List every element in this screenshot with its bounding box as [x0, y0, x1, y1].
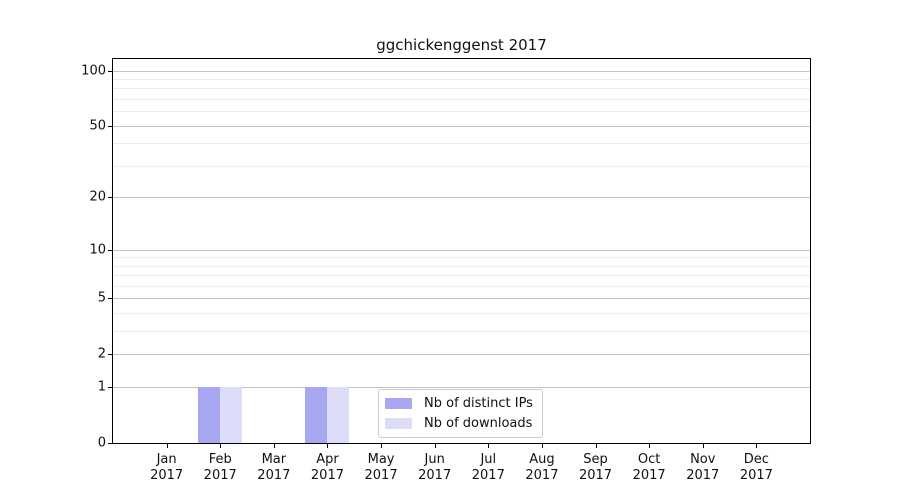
ytick-label-100: 100 — [81, 63, 106, 79]
xtick-year: 2017 — [150, 468, 184, 483]
xtick-year: 2017 — [418, 468, 452, 483]
xtick-year: 2017 — [471, 468, 505, 483]
xtick-mark-jul — [488, 444, 490, 448]
xtick-month: Aug — [529, 452, 555, 467]
bar-feb-distinct-ips — [198, 387, 221, 443]
xtick-year: 2017 — [525, 468, 559, 483]
ytick-mark-50 — [108, 125, 112, 127]
xtick-label-aug: Aug 2017 — [525, 452, 558, 484]
xtick-mark-sep — [595, 444, 597, 448]
ytick-label-20: 20 — [89, 189, 106, 205]
ytick-mark-10 — [108, 249, 112, 251]
ytick-label-50: 50 — [89, 118, 106, 134]
gridline-minor-90 — [113, 79, 810, 81]
xtick-month: Jul — [480, 452, 497, 467]
legend-label-distinct-ips: Nb of distinct IPs — [424, 396, 533, 411]
gridline-major-5 — [113, 298, 810, 300]
xtick-year: 2017 — [632, 468, 666, 483]
xtick-mark-jan — [166, 444, 168, 448]
ytick-mark-0 — [108, 443, 112, 444]
ytick-label-5: 5 — [97, 290, 106, 306]
xtick-label-may: May 2017 — [365, 452, 398, 484]
xtick-month: Nov — [690, 452, 716, 467]
ytick-mark-1 — [108, 387, 112, 389]
ytick-mark-20 — [108, 197, 112, 199]
xtick-label-jan: Jan 2017 — [150, 452, 183, 484]
gridline-minor-80 — [113, 88, 810, 90]
xtick-label-mar: Mar 2017 — [257, 452, 290, 484]
gridline-minor-7 — [113, 275, 810, 277]
gridline-major-10 — [113, 249, 810, 251]
xtick-label-jul: Jul 2017 — [472, 452, 505, 484]
gridline-major-1 — [113, 387, 810, 389]
gridline-minor-6 — [113, 286, 810, 287]
xtick-label-dec: Dec 2017 — [740, 452, 773, 484]
xtick-mark-jun — [434, 444, 436, 448]
bar-feb-downloads — [220, 387, 243, 443]
gridline-minor-30 — [113, 165, 810, 167]
xtick-label-jun: Jun 2017 — [418, 452, 451, 484]
xtick-month: Jan — [156, 452, 177, 467]
gridline-minor-8 — [113, 265, 810, 267]
ytick-mark-5 — [108, 298, 112, 300]
bars-layer — [113, 59, 810, 443]
bar-apr-distinct-ips — [305, 387, 328, 443]
bar-apr-downloads — [327, 387, 350, 443]
plot-area: Nb of distinct IPs Nb of downloads — [112, 58, 811, 444]
gridlines-layer — [113, 59, 810, 443]
gridline-major-2 — [113, 354, 810, 356]
gridline-minor-9 — [113, 257, 810, 259]
xtick-label-apr: Apr 2017 — [311, 452, 344, 484]
gridline-minor-40 — [113, 143, 810, 145]
gridline-major-100 — [113, 70, 810, 72]
xtick-mark-aug — [541, 444, 543, 448]
ytick-label-10: 10 — [89, 242, 106, 258]
xtick-month: Mar — [261, 452, 287, 467]
gridline-minor-3 — [113, 331, 810, 333]
gridline-major-50 — [113, 125, 810, 127]
xtick-month: Feb — [208, 452, 232, 467]
xtick-month: May — [367, 452, 395, 467]
gridline-minor-60 — [113, 111, 810, 113]
xtick-year: 2017 — [310, 468, 344, 483]
xtick-mark-oct — [649, 444, 651, 448]
legend: Nb of distinct IPs Nb of downloads — [378, 389, 543, 438]
xtick-month: Apr — [316, 452, 339, 467]
xtick-mark-may — [381, 444, 383, 448]
gridline-minor-4 — [113, 313, 810, 315]
legend-swatch-downloads — [385, 418, 412, 429]
xtick-mark-apr — [327, 444, 329, 448]
xtick-label-feb: Feb 2017 — [204, 452, 237, 484]
ytick-label-0: 0 — [97, 435, 106, 451]
xtick-label-nov: Nov 2017 — [686, 452, 719, 484]
xtick-month: Sep — [583, 452, 608, 467]
xtick-year: 2017 — [686, 468, 720, 483]
legend-item-downloads: Nb of downloads — [385, 416, 534, 432]
ytick-mark-100 — [108, 70, 112, 72]
xtick-year: 2017 — [739, 468, 773, 483]
xtick-label-sep: Sep 2017 — [579, 452, 612, 484]
xtick-month: Oct — [637, 452, 661, 467]
legend-swatch-distinct-ips — [385, 398, 412, 409]
ytick-mark-2 — [108, 354, 112, 356]
gridline-major-20 — [113, 197, 810, 199]
xtick-year: 2017 — [203, 468, 237, 483]
ytick-label-2: 2 — [97, 346, 106, 362]
xtick-mark-dec — [756, 444, 758, 448]
xtick-year: 2017 — [257, 468, 291, 483]
xtick-mark-nov — [702, 444, 704, 448]
legend-label-downloads: Nb of downloads — [424, 416, 533, 431]
xtick-label-oct: Oct 2017 — [633, 452, 666, 484]
xtick-month: Dec — [743, 452, 769, 467]
xtick-year: 2017 — [578, 468, 613, 483]
ytick-label-1: 1 — [97, 379, 106, 395]
legend-item-distinct-ips: Nb of distinct IPs — [385, 396, 534, 412]
xtick-mark-mar — [273, 444, 275, 448]
xtick-mark-feb — [220, 444, 222, 448]
gridline-minor-70 — [113, 99, 810, 101]
xtick-year: 2017 — [364, 468, 398, 483]
chart-title: ggchickenggenst 2017 — [376, 36, 547, 54]
xtick-month: Jun — [424, 452, 445, 467]
